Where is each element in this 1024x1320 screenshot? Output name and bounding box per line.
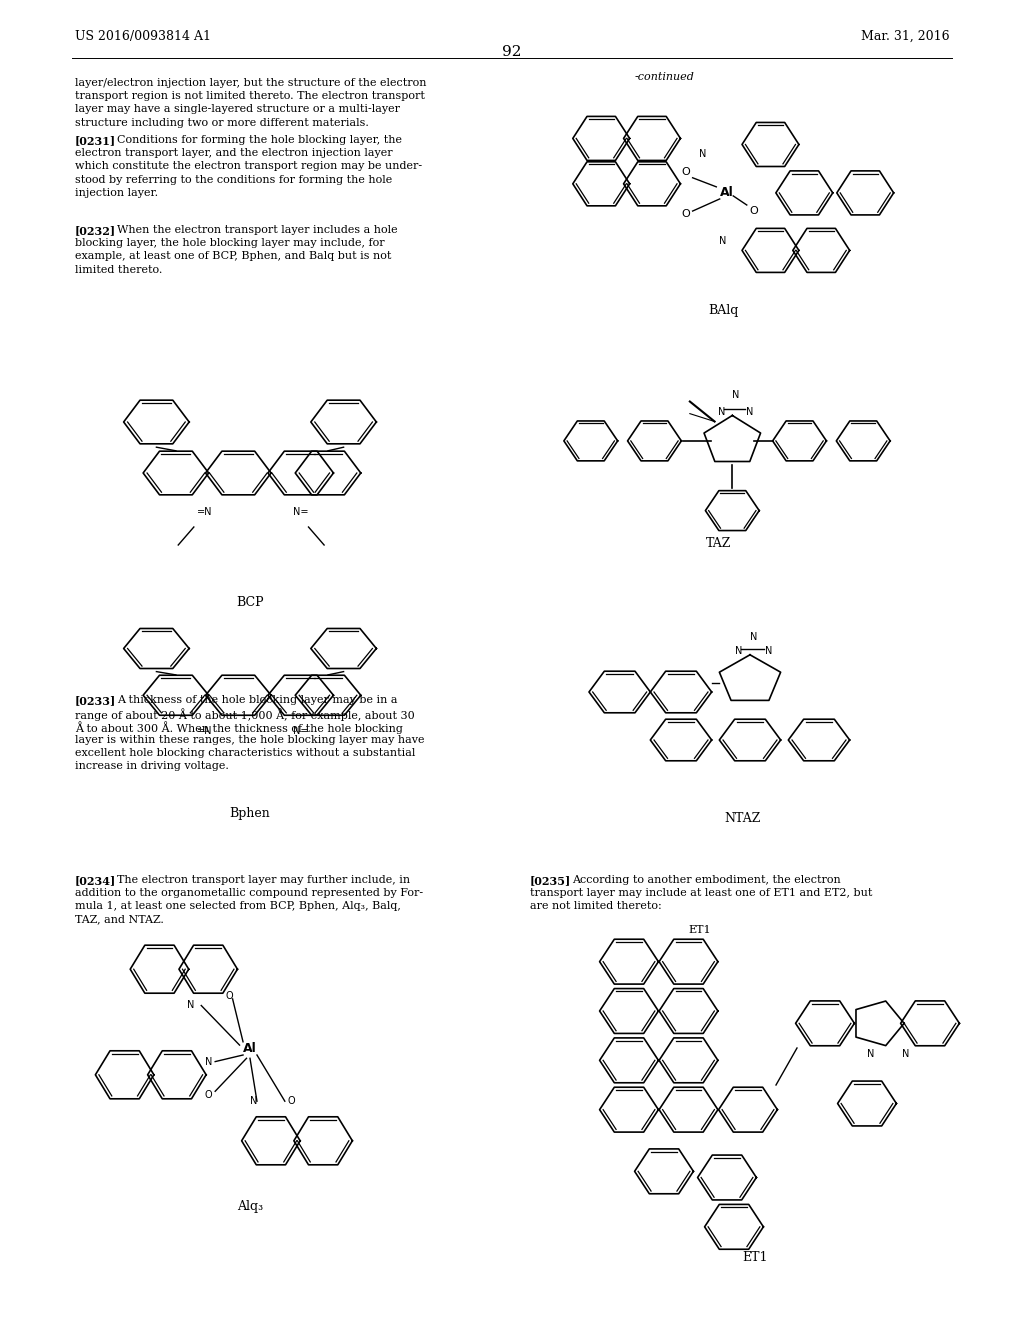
Text: are not limited thereto:: are not limited thereto:: [530, 902, 662, 911]
Text: A thickness of the hole blocking layer may be in a: A thickness of the hole blocking layer m…: [117, 696, 397, 705]
Text: N: N: [751, 632, 758, 642]
Text: N: N: [187, 1001, 195, 1011]
Text: BAlq: BAlq: [708, 305, 738, 317]
Text: US 2016/0093814 A1: US 2016/0093814 A1: [75, 30, 211, 44]
Text: N: N: [718, 407, 725, 417]
Text: TAZ, and NTAZ.: TAZ, and NTAZ.: [75, 915, 164, 924]
Text: N: N: [866, 1049, 874, 1059]
Text: [0234]: [0234]: [75, 875, 117, 886]
Text: O: O: [288, 1096, 296, 1106]
Text: range of about 20 Å to about 1,000 Å, for example, about 30: range of about 20 Å to about 1,000 Å, fo…: [75, 709, 415, 721]
Text: Al: Al: [243, 1041, 257, 1055]
Text: N: N: [735, 647, 742, 656]
Text: injection layer.: injection layer.: [75, 187, 158, 198]
Text: layer may have a single-layered structure or a multi-layer: layer may have a single-layered structur…: [75, 104, 400, 115]
Text: =N: =N: [197, 726, 213, 737]
Text: Mar. 31, 2016: Mar. 31, 2016: [861, 30, 950, 44]
Text: 92: 92: [502, 45, 522, 59]
Text: O: O: [681, 209, 690, 219]
Text: limited thereto.: limited thereto.: [75, 264, 163, 275]
Text: N=: N=: [293, 507, 308, 517]
Text: transport region is not limited thereto. The electron transport: transport region is not limited thereto.…: [75, 91, 425, 102]
Text: O: O: [205, 1089, 212, 1100]
Text: addition to the organometallic compound represented by For-: addition to the organometallic compound …: [75, 888, 423, 898]
Text: ET1: ET1: [742, 1251, 768, 1265]
Text: Alq₃: Alq₃: [237, 1200, 263, 1213]
Text: [0233]: [0233]: [75, 696, 117, 706]
Text: [0235]: [0235]: [530, 875, 571, 886]
Text: N: N: [732, 391, 739, 400]
Text: N: N: [699, 149, 707, 158]
Text: which constitute the electron transport region may be under-: which constitute the electron transport …: [75, 161, 422, 172]
Text: excellent hole blocking characteristics without a substantial: excellent hole blocking characteristics …: [75, 748, 416, 758]
Text: Å to about 300 Å. When the thickness of the hole blocking: Å to about 300 Å. When the thickness of …: [75, 722, 402, 734]
Text: N: N: [746, 407, 754, 417]
Text: When the electron transport layer includes a hole: When the electron transport layer includ…: [117, 224, 397, 235]
Text: N: N: [720, 236, 727, 247]
Text: =N: =N: [197, 507, 213, 517]
Text: The electron transport layer may further include, in: The electron transport layer may further…: [117, 875, 411, 884]
Text: N: N: [205, 1056, 212, 1067]
Text: According to another embodiment, the electron: According to another embodiment, the ele…: [572, 875, 841, 884]
Text: blocking layer, the hole blocking layer may include, for: blocking layer, the hole blocking layer …: [75, 238, 385, 248]
Text: Conditions for forming the hole blocking layer, the: Conditions for forming the hole blocking…: [117, 135, 402, 145]
Text: O: O: [750, 206, 758, 216]
Text: Al: Al: [720, 186, 733, 199]
Text: O: O: [681, 166, 690, 177]
Text: example, at least one of BCP, Bphen, and Balq but is not: example, at least one of BCP, Bphen, and…: [75, 251, 391, 261]
Text: TAZ: TAZ: [706, 537, 731, 550]
Text: N: N: [902, 1049, 909, 1059]
Text: layer is within these ranges, the hole blocking layer may have: layer is within these ranges, the hole b…: [75, 735, 425, 744]
Text: BCP: BCP: [237, 595, 264, 609]
Text: mula 1, at least one selected from BCP, Bphen, Alq₃, Balq,: mula 1, at least one selected from BCP, …: [75, 902, 400, 911]
Text: layer/electron injection layer, but the structure of the electron: layer/electron injection layer, but the …: [75, 78, 427, 88]
Text: [0232]: [0232]: [75, 224, 116, 236]
Text: -continued: -continued: [635, 73, 695, 82]
Text: ET1: ET1: [689, 925, 712, 935]
Text: [0231]: [0231]: [75, 135, 116, 147]
Text: increase in driving voltage.: increase in driving voltage.: [75, 762, 229, 771]
Text: N=: N=: [293, 726, 308, 737]
Text: stood by referring to the conditions for forming the hole: stood by referring to the conditions for…: [75, 174, 392, 185]
Text: structure including two or more different materials.: structure including two or more differen…: [75, 117, 369, 128]
Text: Bphen: Bphen: [229, 807, 270, 820]
Text: electron transport layer, and the electron injection layer: electron transport layer, and the electr…: [75, 148, 392, 158]
Text: N: N: [766, 647, 773, 656]
Text: O: O: [225, 990, 232, 1001]
Text: NTAZ: NTAZ: [724, 812, 761, 825]
Text: N: N: [250, 1096, 257, 1106]
Text: transport layer may include at least one of ET1 and ET2, but: transport layer may include at least one…: [530, 888, 872, 898]
